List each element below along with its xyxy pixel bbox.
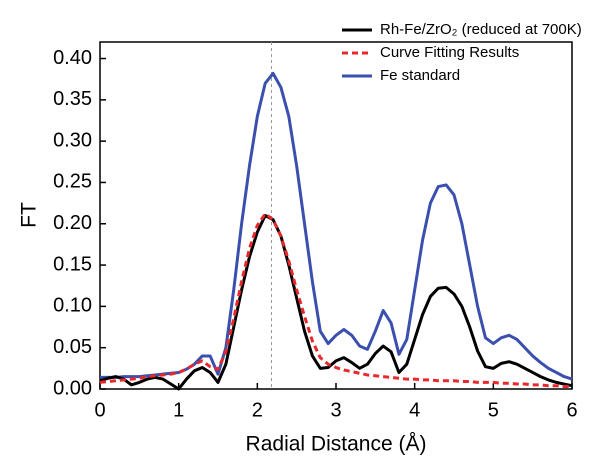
data-line [99, 214, 573, 391]
data-line [99, 212, 572, 389]
y-tick-label: 0.40 [53, 47, 92, 69]
y-axis-label: FT [18, 202, 41, 228]
data-line [100, 71, 573, 381]
y-tick-label: 0.35 [53, 88, 92, 110]
legend-label: Curve Fitting Results [380, 44, 519, 61]
x-tick-label: 2 [252, 399, 263, 421]
x-tick-label: 5 [488, 399, 499, 421]
x-tick-label: 4 [409, 399, 420, 421]
x-tick-label: 3 [330, 399, 341, 421]
x-tick-label: 1 [173, 399, 184, 421]
legend-label: Rh-Fe/ZrO₂ (reduced at 700K) [380, 21, 582, 38]
y-tick-label: 0.00 [53, 377, 92, 399]
y-tick-label: 0.15 [53, 253, 92, 275]
y-tick-label: 0.20 [53, 212, 92, 234]
x-tick-label: 0 [94, 399, 105, 421]
x-tick-label: 6 [566, 399, 577, 421]
legend-label: Fe standard [380, 67, 460, 84]
x-axis-label: Radial Distance (Å) [246, 433, 427, 456]
y-tick-label: 0.10 [53, 295, 92, 317]
y-tick-label: 0.05 [53, 336, 92, 358]
y-tick-label: 0.30 [53, 129, 92, 151]
y-tick-label: 0.25 [53, 171, 92, 193]
